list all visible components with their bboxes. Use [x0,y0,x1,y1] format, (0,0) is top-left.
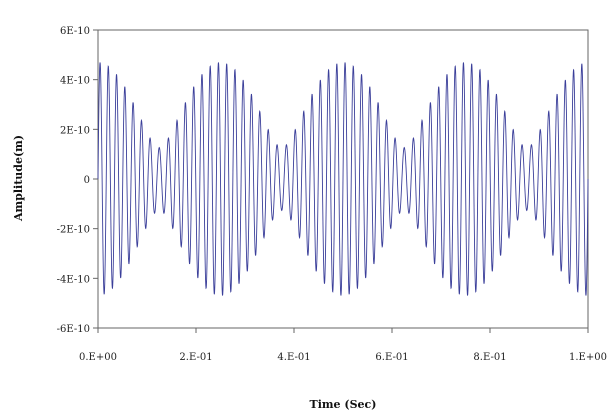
y-tick-label: -4E-10 [57,274,90,285]
y-axis-ticks: 6E-10 4E-10 2E-10 0 -2E-10 -4E-10 -6E-10 [57,26,98,335]
y-tick-label: 4E-10 [60,76,90,87]
y-axis-title: Amplitude(m) [12,135,25,222]
y-tick-label: -2E-10 [57,225,90,236]
x-tick-label: 1.E+00 [569,352,607,363]
signal-series-line [97,62,589,296]
x-tick-label: 0.E+00 [79,352,117,363]
y-tick-label: 0 [84,175,90,186]
y-tick-label: 2E-10 [60,125,90,136]
x-axis-title: Time (Sec) [310,398,377,411]
x-tick-label: 4.E-01 [277,352,310,363]
y-tick-label: -6E-10 [57,324,90,335]
x-tick-label: 6.E-01 [375,352,408,363]
y-tick-label: 6E-10 [60,26,90,37]
x-axis-ticks: 0.E+00 2.E-01 4.E-01 6.E-01 8.E-01 1.E+00 [79,328,607,363]
x-tick-label: 8.E-01 [473,352,506,363]
x-tick-label: 2.E-01 [179,352,212,363]
